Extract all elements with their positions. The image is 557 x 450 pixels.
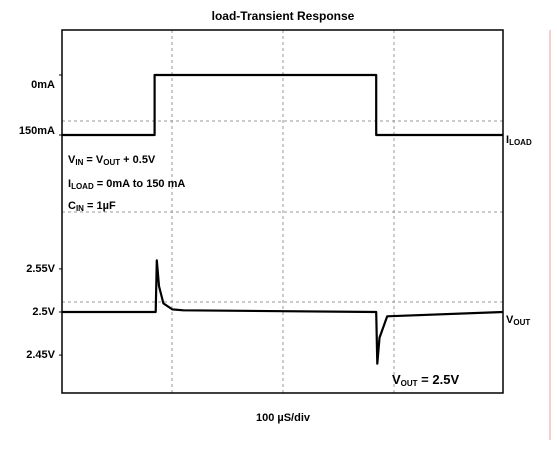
trace [62, 73, 503, 137]
chart-title: load-Transient Response [212, 9, 355, 23]
annotation: CIN = 1µF [68, 200, 116, 213]
trace [62, 259, 504, 365]
text-part: V [68, 154, 76, 166]
text-part: I [506, 134, 509, 146]
annotation: VOUT = 2.5V [392, 372, 459, 388]
y-tick-label: 0mA [31, 79, 55, 91]
annotation: ILOAD = 0mA to 150 mA [68, 178, 185, 191]
text-part: = 1µF [84, 200, 116, 212]
subscript: LOAD [509, 138, 532, 147]
subscript: OUT [401, 379, 418, 388]
text-part: C [68, 200, 76, 212]
annotation: VIN = VOUT + 0.5V [68, 154, 156, 167]
series-label: VOUT [506, 314, 530, 327]
grid [62, 30, 503, 393]
frame [61, 29, 504, 394]
text-part: = 0mA to 150 mA [94, 178, 186, 190]
y-tick-label: 2.45V [26, 349, 55, 361]
text-part: + 0.5V [120, 154, 156, 166]
series-label: ILOAD [506, 134, 532, 147]
subscript: IN [76, 204, 84, 213]
text-part: V [506, 314, 514, 326]
subscript: OUT [513, 318, 530, 327]
text-part: = 2.5V [418, 372, 460, 387]
y-tick-label: 150mA [19, 125, 55, 137]
subscript: OUT [103, 158, 120, 167]
subscript: IN [75, 158, 83, 167]
y-tick-label: 2.55V [26, 263, 55, 275]
text-part: I [68, 178, 71, 190]
text-part: V [392, 372, 401, 387]
text-part: = V [83, 154, 104, 166]
subscript: LOAD [71, 182, 94, 191]
y-tick-label: 2.5V [32, 306, 55, 318]
x-axis-label: 100 µS/div [256, 412, 311, 424]
